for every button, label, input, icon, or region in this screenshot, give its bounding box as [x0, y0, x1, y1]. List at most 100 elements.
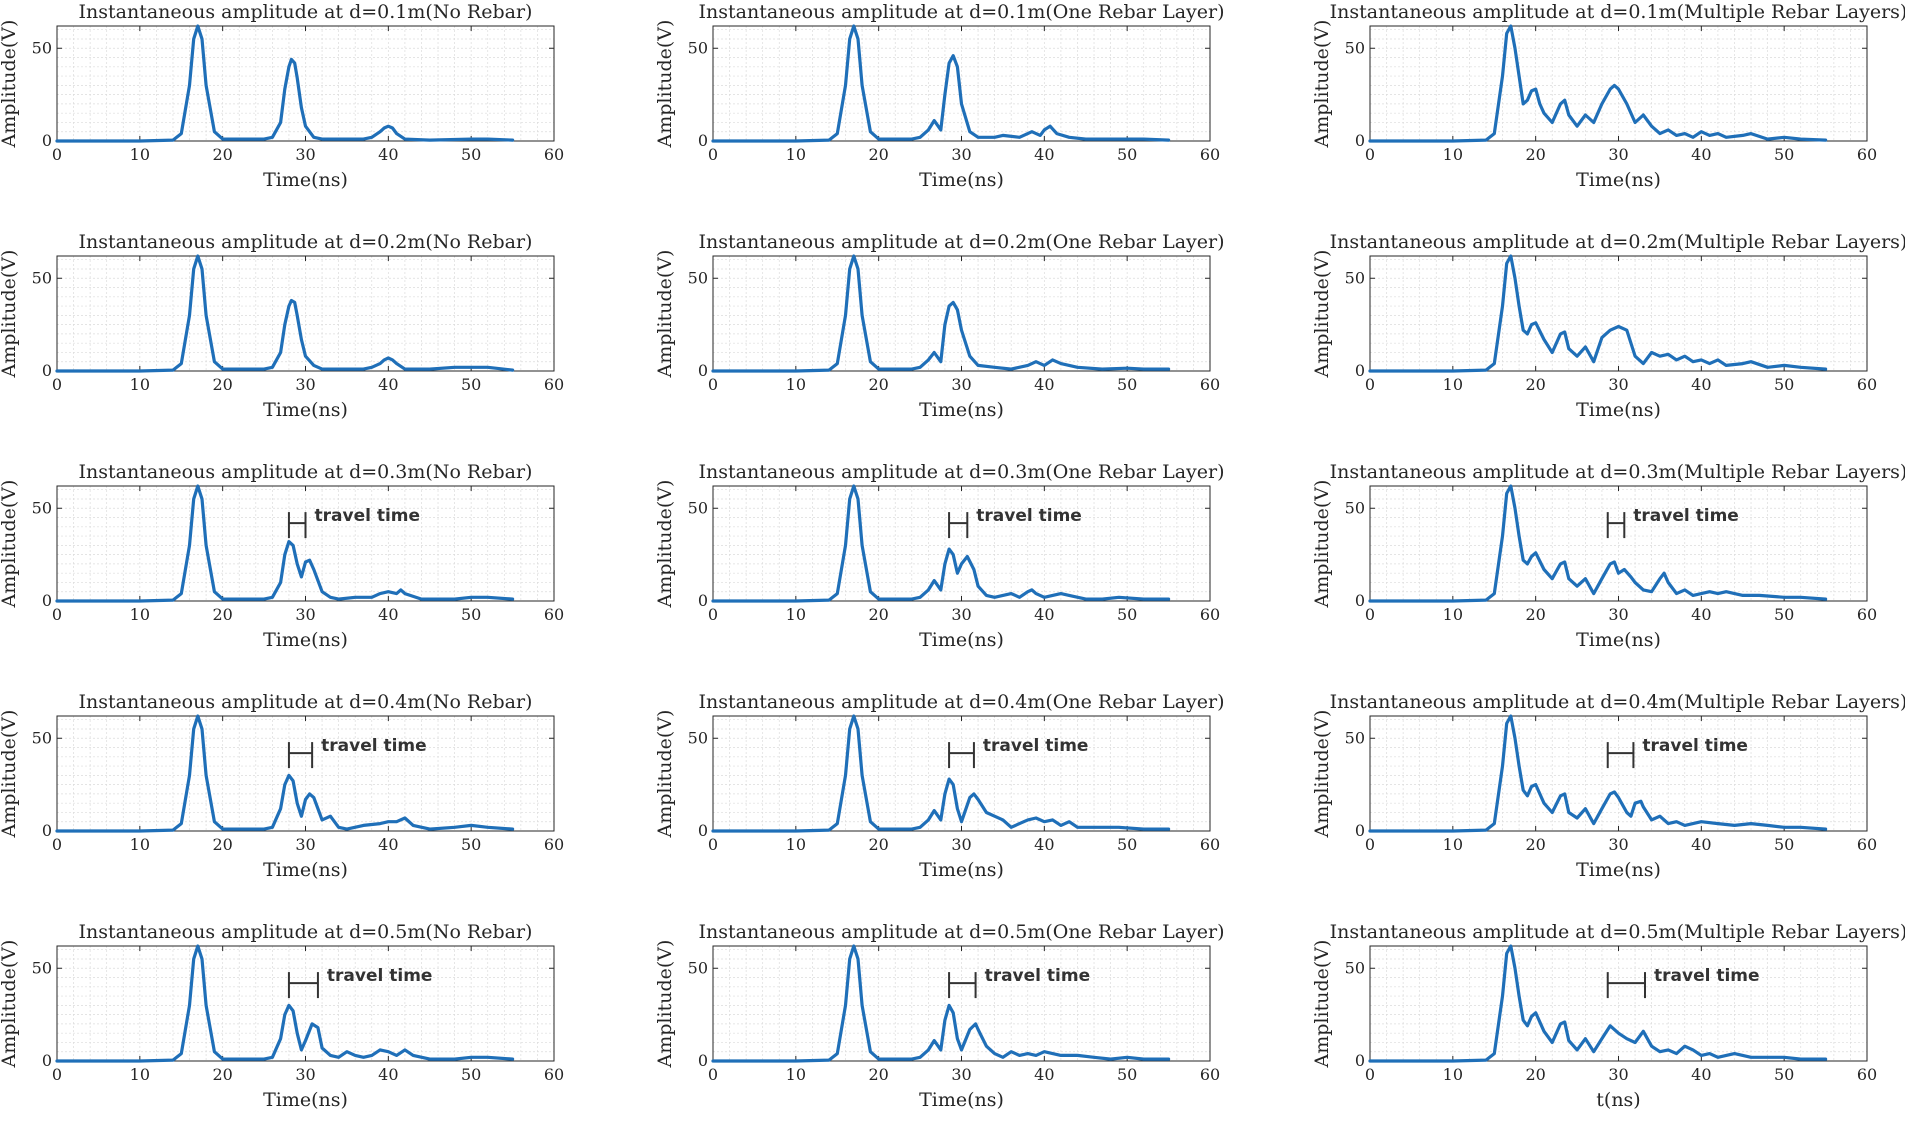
travel-time-annotation: travel time [948, 506, 1082, 539]
travel-time-annotation: travel time [1606, 966, 1760, 999]
x-tick-label: 40 [378, 835, 398, 854]
x-tick-label: 0 [1365, 605, 1375, 624]
y-tick-label: 0 [1355, 821, 1365, 840]
x-axis-label: Time(ns) [263, 169, 348, 191]
amplitude-series-line [55, 714, 515, 833]
travel-time-label: travel time [1633, 506, 1739, 526]
subplot-6: 0 10 20 30 40 50 60 0 50 Instantaneous amplitude … [1311, 231, 1905, 421]
travel-time-annotation: travel time [948, 966, 1090, 999]
chart-title: Instantaneous amplitude at d=0.5m(One Re… [699, 921, 1225, 943]
x-tick-label: 0 [708, 1065, 718, 1084]
x-tick-label: 50 [1117, 1065, 1137, 1084]
y-tick-label: 0 [698, 361, 708, 380]
x-tick-label: 60 [544, 605, 564, 624]
x-tick-label: 30 [1608, 375, 1628, 394]
x-tick-label: 20 [212, 835, 232, 854]
chart-title: Instantaneous amplitude at d=0.5m(Multip… [1330, 921, 1905, 943]
x-tick-label: 30 [1608, 605, 1628, 624]
x-axis-label: Time(ns) [919, 859, 1004, 881]
chart-title: Instantaneous amplitude at d=0.1m(Multip… [1330, 1, 1905, 23]
subplot-7: 0 10 20 30 40 50 60 0 50 Instantaneous amplitude … [0, 461, 564, 651]
x-tick-label: 0 [708, 145, 718, 164]
y-tick-label: 50 [32, 38, 52, 57]
y-axis-label: Amplitude(V) [1311, 940, 1333, 1069]
x-tick-label: 40 [1691, 605, 1711, 624]
x-tick-label: 10 [130, 1065, 150, 1084]
x-tick-label: 60 [1200, 145, 1220, 164]
x-tick-label: 50 [461, 605, 481, 624]
x-tick-label: 30 [951, 835, 971, 854]
x-tick-label: 40 [1034, 1065, 1054, 1084]
y-axis-label: Amplitude(V) [654, 480, 676, 609]
x-tick-label: 10 [1443, 835, 1463, 854]
x-tick-label: 60 [544, 375, 564, 394]
x-axis-label: Time(ns) [919, 1089, 1004, 1111]
y-tick-label: 50 [32, 498, 52, 517]
x-tick-label: 30 [295, 835, 315, 854]
x-tick-label: 0 [708, 375, 718, 394]
x-tick-label: 10 [786, 145, 806, 164]
x-tick-label: 60 [544, 145, 564, 164]
y-tick-label: 50 [1345, 958, 1365, 977]
y-tick-label: 0 [1355, 1051, 1365, 1070]
y-axis-label: Amplitude(V) [1311, 20, 1333, 149]
subplot-4: 0 10 20 30 40 50 60 0 50 Instantaneous amplitude … [0, 231, 564, 421]
chart-title: Instantaneous amplitude at d=0.4m(No Reb… [79, 691, 533, 713]
x-axis-label: Time(ns) [1576, 859, 1661, 881]
x-tick-label: 30 [295, 605, 315, 624]
x-tick-label: 30 [295, 145, 315, 164]
x-tick-label: 50 [1774, 605, 1794, 624]
amplitude-series-line [55, 24, 515, 143]
x-tick-label: 0 [52, 145, 62, 164]
x-tick-label: 40 [378, 1065, 398, 1084]
subplot-13: 0 10 20 30 40 50 60 0 50 Instantaneous amplitude … [0, 921, 564, 1111]
x-tick-label: 60 [544, 1065, 564, 1084]
x-tick-label: 60 [1200, 1065, 1220, 1084]
y-tick-label: 50 [1345, 498, 1365, 517]
x-axis-label: Time(ns) [919, 169, 1004, 191]
chart-title: Instantaneous amplitude at d=0.2m(Multip… [1330, 231, 1905, 253]
x-tick-label: 10 [1443, 145, 1463, 164]
y-tick-label: 0 [42, 591, 52, 610]
x-tick-label: 50 [1117, 605, 1137, 624]
x-tick-label: 30 [951, 1065, 971, 1084]
x-tick-label: 0 [1365, 145, 1375, 164]
x-axis-label: Time(ns) [919, 399, 1004, 421]
x-tick-label: 30 [1608, 1065, 1628, 1084]
x-tick-label: 0 [52, 605, 62, 624]
y-tick-label: 0 [42, 361, 52, 380]
chart-title: Instantaneous amplitude at d=0.1m(One Re… [699, 1, 1225, 23]
travel-time-label: travel time [983, 736, 1089, 756]
x-tick-label: 20 [868, 605, 888, 624]
x-tick-label: 60 [1200, 835, 1220, 854]
x-tick-label: 40 [1691, 145, 1711, 164]
x-tick-label: 0 [52, 1065, 62, 1084]
y-tick-label: 50 [1345, 728, 1365, 747]
chart-title: Instantaneous amplitude at d=0.3m(Multip… [1330, 461, 1905, 483]
x-tick-label: 60 [1857, 605, 1877, 624]
y-tick-label: 50 [32, 958, 52, 977]
x-axis-label: Time(ns) [263, 859, 348, 881]
subplot-10: 0 10 20 30 40 50 60 0 50 Instantaneous amplitude … [0, 691, 564, 881]
x-tick-label: 0 [52, 375, 62, 394]
x-tick-label: 50 [461, 835, 481, 854]
x-tick-label: 20 [1525, 605, 1545, 624]
travel-time-label: travel time [976, 506, 1082, 526]
y-tick-label: 0 [42, 821, 52, 840]
x-tick-label: 40 [1034, 605, 1054, 624]
y-tick-label: 50 [688, 728, 708, 747]
y-axis-label: Amplitude(V) [1311, 250, 1333, 379]
subplot-11: 0 10 20 30 40 50 60 0 50 Instantaneous amplitude … [654, 691, 1225, 881]
y-tick-label: 0 [698, 591, 708, 610]
x-tick-label: 40 [1691, 1065, 1711, 1084]
x-tick-label: 60 [1857, 1065, 1877, 1084]
y-tick-label: 0 [1355, 591, 1365, 610]
amplitude-series-line [711, 714, 1171, 833]
x-tick-label: 40 [1034, 375, 1054, 394]
x-tick-label: 30 [295, 375, 315, 394]
y-tick-label: 50 [688, 498, 708, 517]
travel-time-annotation: travel time [287, 736, 427, 769]
x-tick-label: 40 [378, 375, 398, 394]
x-tick-label: 60 [1857, 375, 1877, 394]
y-tick-label: 50 [1345, 268, 1365, 287]
